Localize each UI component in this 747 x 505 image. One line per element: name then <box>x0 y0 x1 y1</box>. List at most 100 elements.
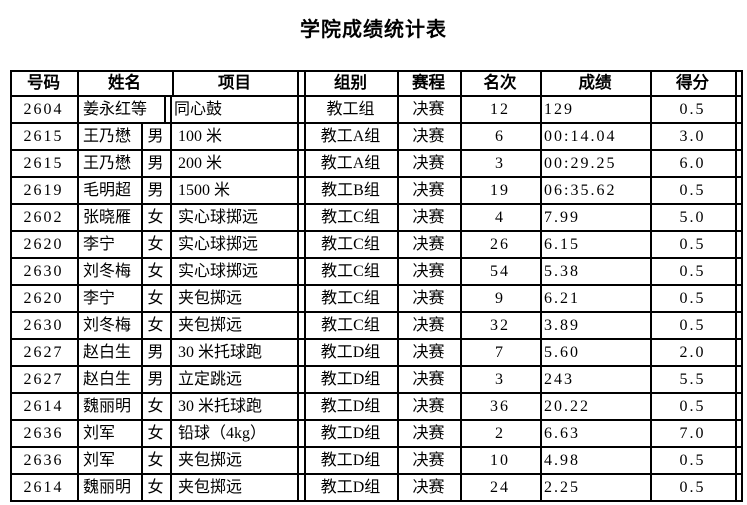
column-border <box>735 72 737 95</box>
column-border <box>460 72 462 95</box>
column-border <box>397 475 399 500</box>
cell-gender: 女 <box>147 397 164 415</box>
table-row: 2615 王乃懋男 100 米 教工A组 决赛 6 00:14.04 3.0 <box>10 124 743 151</box>
header-event: 项目 <box>218 73 251 93</box>
column-border <box>735 232 737 257</box>
column-border <box>170 313 172 338</box>
cell-event: 1500 米 <box>178 181 231 199</box>
column-border <box>77 232 79 257</box>
cell-num: 2630 <box>23 316 64 334</box>
column-border <box>741 178 743 203</box>
cell-points: 7.0 <box>679 424 706 442</box>
column-border <box>304 394 306 419</box>
column-border <box>397 205 399 230</box>
cell-group: 教工C组 <box>321 235 380 253</box>
column-border <box>735 394 737 419</box>
cell-score: 5.38 <box>544 262 580 280</box>
cell-name: 李宁 <box>83 235 116 253</box>
column-border <box>170 124 172 149</box>
cell-rank: 2 <box>495 424 505 442</box>
column-border <box>540 313 542 338</box>
cell-name: 刘冬梅 <box>83 316 132 334</box>
cell-points: 0.5 <box>679 316 706 334</box>
cell-event: 实心球掷远 <box>178 235 259 253</box>
column-border <box>141 313 143 338</box>
table-row: 2620 李宁 女实心球掷远 教工C组 决赛 26 6.15 0.5 <box>10 232 743 259</box>
column-border <box>304 421 306 446</box>
cell-group: 教工C组 <box>321 208 380 226</box>
column-border <box>741 124 743 149</box>
column-border <box>460 232 462 257</box>
column-border <box>141 367 143 392</box>
column-border <box>460 124 462 149</box>
column-border <box>141 205 143 230</box>
cell-group: 教工C组 <box>321 316 380 334</box>
cell-group: 教工D组 <box>320 397 381 415</box>
header-stage: 赛程 <box>412 73 445 93</box>
column-border <box>540 259 542 284</box>
cell-points: 0.5 <box>679 181 706 199</box>
column-border <box>540 394 542 419</box>
column-border <box>297 448 299 473</box>
column-border <box>735 313 737 338</box>
cell-points: 0.5 <box>679 235 706 253</box>
column-border <box>10 475 12 500</box>
cell-score: 6.21 <box>544 289 580 307</box>
column-border <box>540 448 542 473</box>
cell-gender: 女 <box>147 262 164 280</box>
column-border <box>304 448 306 473</box>
cell-score: 06:35.62 <box>544 181 617 199</box>
column-border <box>460 394 462 419</box>
column-border <box>141 232 143 257</box>
column-border <box>141 340 143 365</box>
column-border <box>10 448 12 473</box>
column-border <box>141 259 143 284</box>
table-row: 2614 魏丽明女夹包掷远 教工D组 决赛 24 2.25 0.5 <box>10 475 743 502</box>
column-border <box>170 259 172 284</box>
column-border <box>297 421 299 446</box>
column-border <box>172 72 174 95</box>
cell-points: 0.5 <box>679 289 706 307</box>
table-row: 2630 刘冬梅女夹包掷远 教工C组 决赛 32 3.89 0.5 <box>10 313 743 340</box>
column-border <box>77 286 79 311</box>
column-border <box>297 124 299 149</box>
column-border <box>10 97 12 122</box>
column-border <box>735 178 737 203</box>
cell-name: 刘军 <box>83 451 116 469</box>
cell-stage: 决赛 <box>412 478 445 496</box>
column-border <box>170 205 172 230</box>
column-border <box>10 151 12 176</box>
cell-gender: 女 <box>147 451 164 469</box>
column-border <box>650 151 652 176</box>
cell-group: 教工C组 <box>321 289 380 307</box>
column-border <box>304 367 306 392</box>
cell-gender: 女 <box>147 424 164 442</box>
cell-num: 2620 <box>23 289 64 307</box>
column-border <box>164 97 166 122</box>
column-border <box>650 475 652 500</box>
column-border <box>650 178 652 203</box>
column-border <box>650 286 652 311</box>
cell-gender: 男 <box>147 343 164 361</box>
column-border <box>540 205 542 230</box>
cell-group: 教工D组 <box>320 370 381 388</box>
cell-num: 2619 <box>23 181 64 199</box>
column-border <box>304 313 306 338</box>
column-border <box>77 205 79 230</box>
column-border <box>540 286 542 311</box>
column-border <box>297 367 299 392</box>
column-border <box>10 394 12 419</box>
table-row: 2630 刘冬梅女实心球掷远 教工C组 决赛 54 5.38 0.5 <box>10 259 743 286</box>
column-border <box>460 286 462 311</box>
column-border <box>297 394 299 419</box>
cell-gender: 男 <box>147 370 164 388</box>
column-border <box>650 313 652 338</box>
column-border <box>741 448 743 473</box>
column-border <box>397 178 399 203</box>
column-border <box>170 232 172 257</box>
column-border <box>735 448 737 473</box>
column-border <box>297 475 299 500</box>
column-border <box>735 151 737 176</box>
column-border <box>735 259 737 284</box>
column-border <box>460 259 462 284</box>
